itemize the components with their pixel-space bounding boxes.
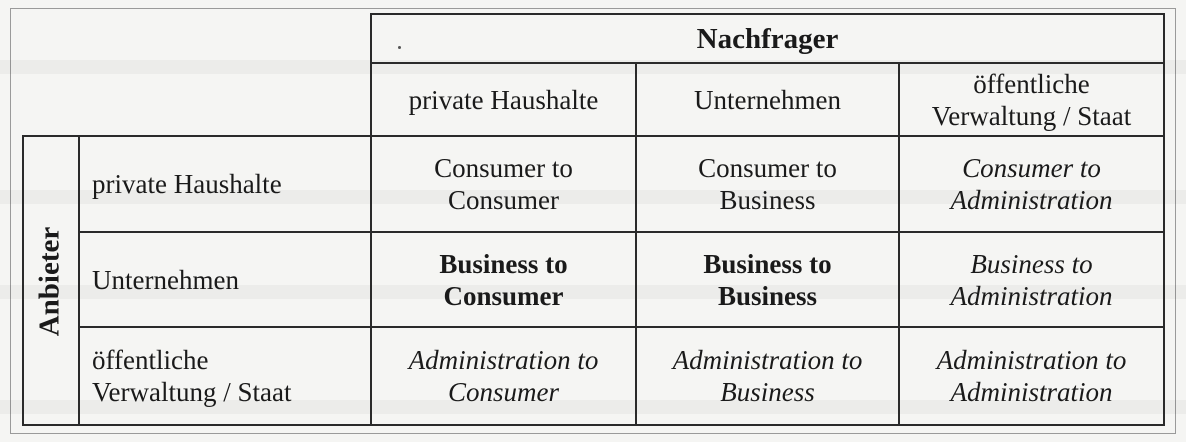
cell-consumer-to-administration: Consumer to Administration xyxy=(900,137,1163,231)
side-header-anbieter: Anbieter xyxy=(22,136,78,426)
speck xyxy=(398,46,401,49)
side-header-label: Anbieter xyxy=(33,226,66,336)
text-line: Administration to xyxy=(672,345,863,375)
text-line: Administration xyxy=(950,185,1113,215)
cell-administration-to-consumer: Administration to Consumer xyxy=(372,328,635,424)
column-header-unternehmen: Unternehmen xyxy=(694,84,841,115)
cell-administration-to-administration: Administration to Administration xyxy=(900,328,1163,424)
text-line: Verwaltung / Staat xyxy=(92,377,292,407)
text-line: Business to xyxy=(703,248,832,279)
text-line: Business to xyxy=(439,248,568,279)
text-line: Administration xyxy=(950,280,1113,311)
text-line: Administration to xyxy=(408,345,599,375)
text-line: Verwaltung / Staat xyxy=(931,100,1132,131)
header-nachfrager: Nachfrager xyxy=(696,22,839,55)
column-header-verwaltung: öffentliche Verwaltung / Staat xyxy=(900,64,1163,135)
page-frame xyxy=(10,8,1176,434)
text-line: öffentliche xyxy=(973,68,1090,99)
text-line: Consumer xyxy=(448,185,559,215)
text-line: Business xyxy=(720,377,815,407)
text-line: Administration xyxy=(950,377,1113,407)
text-line: Administration to xyxy=(936,345,1127,375)
cell-consumer-to-consumer: Consumer to Consumer xyxy=(372,137,635,231)
row-header-unternehmen: Unternehmen xyxy=(92,264,239,295)
row-header-private-haushalte: private Haushalte xyxy=(92,169,282,199)
text-line: öffentliche xyxy=(92,345,209,375)
text-line: Business to xyxy=(970,248,1093,279)
text-line: Consumer xyxy=(447,377,559,407)
text-line: Consumer to xyxy=(962,153,1101,183)
cell-business-to-consumer: Business to Consumer xyxy=(372,233,635,326)
text-line: Consumer to xyxy=(434,153,573,183)
text-line: Business xyxy=(719,185,816,215)
cell-consumer-to-business: Consumer to Business xyxy=(637,137,898,231)
text-line: Consumer xyxy=(443,280,564,311)
cell-business-to-business: Business to Business xyxy=(637,233,898,326)
row-header-verwaltung: öffentliche Verwaltung / Staat xyxy=(80,328,370,424)
text-line: Consumer to xyxy=(698,153,837,183)
text-line: Business xyxy=(717,280,818,311)
column-header-private-haushalte: private Haushalte xyxy=(408,84,599,115)
cell-administration-to-business: Administration to Business xyxy=(637,328,898,424)
cell-business-to-administration: Business to Administration xyxy=(900,233,1163,326)
